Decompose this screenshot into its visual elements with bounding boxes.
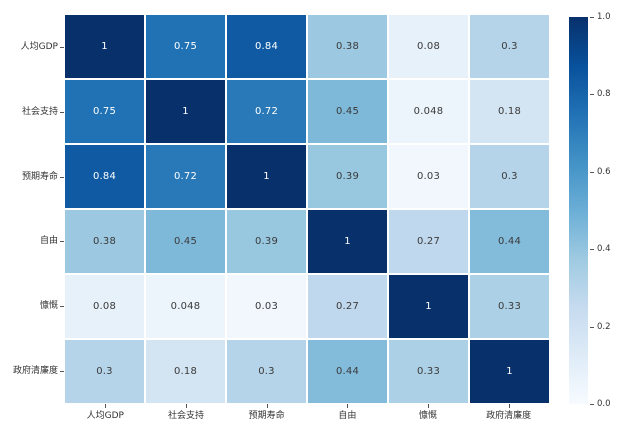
heatmap-cell: 0.44 (470, 210, 549, 273)
heatmap-cell: 0.048 (146, 275, 225, 338)
colorbar-tick (590, 94, 594, 96)
heatmap-cell: 0.45 (146, 210, 225, 273)
heatmap-cell: 0.18 (470, 80, 549, 143)
x-axis-label: 政府清廉度 (486, 411, 532, 421)
x-axis-tick (347, 404, 349, 408)
colorbar-tick-label: 0.6 (597, 166, 611, 177)
y-axis-label: 社会支持 (21, 107, 58, 117)
heatmap-cell: 0.33 (389, 340, 468, 403)
heatmap-cell: 0.72 (146, 145, 225, 208)
y-axis-label: 慷慨 (39, 301, 58, 311)
heatmap-cell: 0.44 (308, 340, 387, 403)
x-axis-tick (266, 404, 268, 408)
heatmap-cell: 0.048 (389, 80, 468, 143)
heatmap-cell: 0.3 (65, 340, 144, 403)
colorbar-tick-label: 1.0 (597, 12, 611, 22)
heatmap-cell: 1 (146, 80, 225, 143)
y-axis-tick (60, 176, 64, 178)
heatmap-cell: 0.38 (65, 210, 144, 273)
y-axis-tick (60, 112, 64, 113)
y-axis-tick (60, 241, 64, 243)
heatmap-cell: 0.39 (308, 145, 387, 208)
heatmap-cell: 0.39 (227, 210, 306, 273)
heatmap-cell: 0.75 (146, 15, 225, 78)
colorbar-tick (590, 404, 594, 405)
heatmap-cell: 0.75 (65, 80, 144, 143)
x-axis-label: 预期寿命 (248, 411, 285, 421)
heatmap-cell: 0.08 (65, 275, 144, 338)
x-axis-label: 慷慨 (418, 411, 438, 421)
y-axis-tick (60, 306, 64, 307)
colorbar-tick-label: 0.8 (597, 89, 611, 100)
x-axis-tick (508, 404, 510, 408)
heatmap-grid: 1 0.75 0.84 0.38 0.08 0.3 0.75 1 0.72 0.45 0.048 0.… (65, 15, 549, 403)
heatmap-cell: 0.03 (389, 145, 468, 208)
heatmap-cell: 0.3 (470, 15, 549, 78)
heatmap-cell: 0.08 (389, 15, 468, 78)
x-axis-tick (428, 404, 429, 408)
colorbar-tick-label: 0.0 (597, 399, 611, 409)
heatmap-cell: 1 (308, 210, 387, 273)
y-axis-label: 预期寿命 (21, 171, 58, 182)
y-axis-label: 自由 (39, 236, 58, 247)
heatmap-cell: 0.27 (389, 210, 468, 273)
heatmap-cell: 0.38 (308, 15, 387, 78)
heatmap-cell: 0.18 (146, 340, 225, 403)
y-axis-tick (60, 370, 64, 372)
colorbar-tick-label: 0.2 (597, 321, 611, 332)
heatmap-cell: 0.3 (470, 145, 549, 208)
heatmap-cell: 1 (227, 145, 306, 208)
x-axis-label: 人均GDP (86, 411, 124, 421)
y-axis-tick (60, 47, 64, 49)
x-axis-tick (186, 404, 187, 408)
heatmap-cell: 1 (470, 340, 549, 403)
heatmap-cell: 0.45 (308, 80, 387, 143)
heatmap-cell: 0.33 (470, 275, 549, 338)
x-axis-label: 社会支持 (167, 411, 205, 421)
heatmap-cell: 0.03 (227, 275, 306, 338)
colorbar (569, 17, 588, 404)
heatmap-cell: 1 (65, 15, 144, 78)
y-axis-label: 人均GDP (20, 42, 58, 53)
colorbar-tick (590, 249, 594, 251)
heatmap-cell: 1 (389, 275, 468, 338)
heatmap-cell: 0.84 (65, 145, 144, 208)
heatmap-cell: 0.3 (227, 340, 306, 403)
x-axis-label: 自由 (338, 411, 357, 421)
colorbar-tick (590, 171, 594, 173)
colorbar-tick (590, 326, 594, 328)
heatmap-cell: 0.27 (308, 275, 387, 338)
colorbar-tick (590, 17, 594, 18)
colorbar-tick-label: 0.4 (597, 244, 611, 255)
y-axis-label: 政府清廉度 (12, 365, 58, 376)
heatmap-cell: 0.72 (227, 80, 306, 143)
x-axis-tick (105, 404, 107, 408)
heatmap-cell: 0.84 (227, 15, 306, 78)
